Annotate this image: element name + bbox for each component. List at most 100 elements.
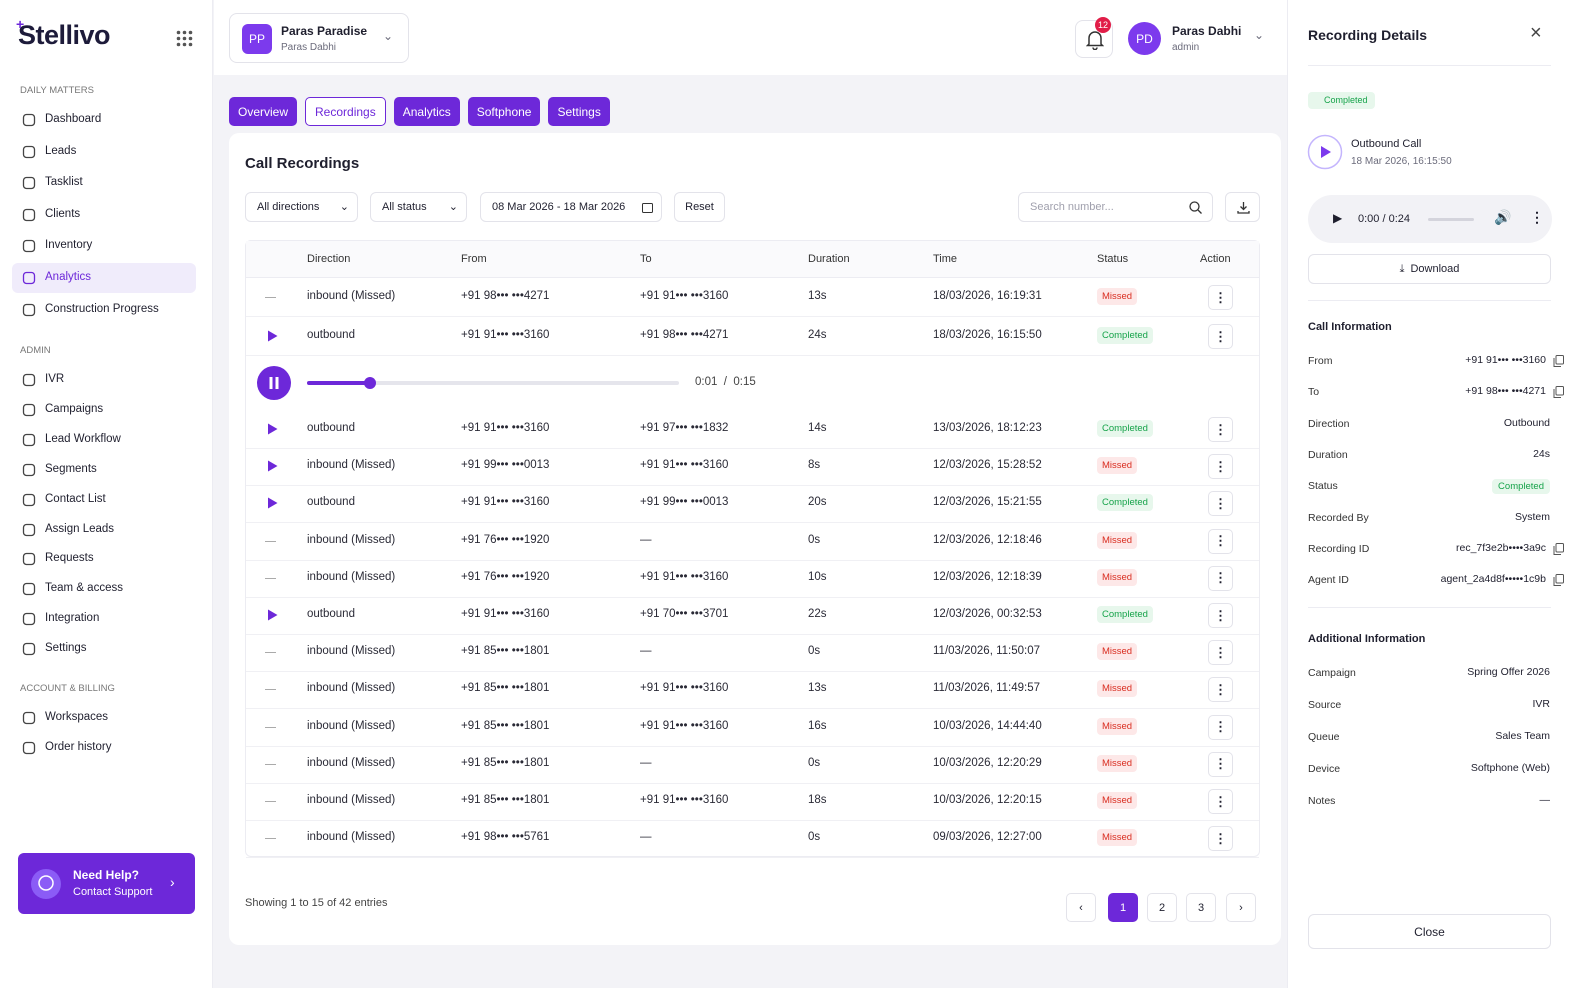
row-divider <box>246 782 1259 784</box>
nav-item[interactable]: Analytics <box>12 263 196 293</box>
tab[interactable]: Recordings <box>305 97 386 126</box>
row-play[interactable] <box>267 423 278 435</box>
tab[interactable]: Softphone <box>467 97 541 126</box>
row-action[interactable]: ⋮ <box>1208 565 1233 591</box>
progress-track[interactable] <box>307 377 679 389</box>
nav-item[interactable]: Workspaces <box>12 703 196 733</box>
field-value: Sales Team <box>1495 730 1550 742</box>
nav-icon-shape <box>22 613 36 626</box>
status-filter[interactable]: All status ⌄ <box>370 192 467 222</box>
search-handle <box>1197 209 1202 214</box>
cell: 0s <box>808 756 821 769</box>
apps-icon[interactable] <box>176 30 193 47</box>
direction-filter[interactable]: All directions ⌄ <box>245 192 358 222</box>
pause-button[interactable] <box>257 366 291 400</box>
help-chevron: › <box>170 874 175 890</box>
copy-icon[interactable] <box>1553 574 1564 587</box>
nav-icon <box>22 113 36 127</box>
nav-item[interactable]: Construction Progress <box>12 295 196 325</box>
nav-item[interactable]: Leads <box>12 137 196 167</box>
row-play[interactable] <box>267 330 278 342</box>
row-play[interactable] <box>267 460 278 472</box>
column-header: Action <box>1200 253 1231 265</box>
nav-icon-wrap <box>22 239 36 256</box>
user-role: admin <box>1172 42 1200 53</box>
row-action[interactable]: ⋮ <box>1208 826 1233 852</box>
nav-item[interactable]: IVR <box>12 365 196 395</box>
export-button[interactable] <box>1225 192 1260 222</box>
field-label: Agent ID <box>1308 574 1349 587</box>
row-action[interactable]: ⋮ <box>1208 751 1233 777</box>
row-action[interactable]: ⋮ <box>1208 714 1233 740</box>
row-action[interactable]: ⋮ <box>1208 789 1233 814</box>
nav-item[interactable]: Team & access <box>12 574 196 604</box>
audio-play[interactable]: ▶ <box>1333 211 1343 225</box>
page-button[interactable]: 1 <box>1108 893 1138 922</box>
row-play[interactable] <box>267 497 278 509</box>
row-action[interactable]: ⋮ <box>1208 603 1233 628</box>
row-play-wrap <box>267 330 278 345</box>
caret: ⌄ <box>339 201 349 213</box>
search-input[interactable]: Search number... <box>1018 192 1213 222</box>
copy-icon[interactable] <box>1553 355 1564 367</box>
download-button[interactable]: ⤓ Download <box>1308 254 1551 284</box>
help-card[interactable]: Need Help? Contact Support › <box>18 853 195 914</box>
audio-track[interactable] <box>1428 218 1474 221</box>
cell: +91 98••• •••4271 <box>640 329 729 341</box>
prev-page[interactable]: ‹ <box>1066 893 1096 922</box>
tab[interactable]: Overview <box>229 97 298 126</box>
row-action[interactable]: ⋮ <box>1208 417 1233 442</box>
user-avatar[interactable]: PD <box>1128 22 1161 55</box>
row-action[interactable]: ⋮ <box>1208 677 1233 703</box>
play-button[interactable] <box>1307 134 1343 170</box>
tab[interactable]: Analytics <box>393 97 460 126</box>
copy-shape <box>1553 577 1561 587</box>
row-action[interactable]: ⋮ <box>1208 491 1233 517</box>
date-filter[interactable]: 08 Mar 2026 - 18 Mar 2026 <box>480 192 662 222</box>
row-action[interactable]: ⋮ <box>1208 285 1233 310</box>
nav-item[interactable]: Inventory <box>12 231 196 261</box>
nav-item[interactable]: Tasklist <box>12 168 196 198</box>
row-divider <box>246 634 1259 635</box>
nav-item[interactable]: Assign Leads <box>12 515 196 545</box>
nav-item[interactable]: Campaigns <box>12 395 196 425</box>
close-button[interactable]: Close <box>1308 914 1551 949</box>
divider <box>1308 300 1551 301</box>
nav-item[interactable]: Requests <box>12 544 196 574</box>
cell: — <box>640 831 652 844</box>
next-page[interactable]: › <box>1226 893 1256 922</box>
nav-item[interactable]: Dashboard <box>12 105 196 135</box>
section-title: ACCOUNT & BILLING <box>20 683 115 694</box>
row-action[interactable]: ⋮ <box>1208 528 1233 554</box>
nav-item[interactable]: Integration <box>12 604 196 634</box>
status-pill: Missed <box>1097 568 1138 586</box>
row-play[interactable] <box>267 609 278 621</box>
nav-item[interactable]: Contact List <box>12 485 196 515</box>
volume-icon[interactable]: 🔊 <box>1494 209 1512 225</box>
nav-label: Analytics <box>45 271 92 283</box>
nav-item[interactable]: Lead Workflow <box>12 425 196 455</box>
audio-menu[interactable]: ⋮ <box>1530 209 1544 225</box>
page-button[interactable]: 2 <box>1147 893 1177 922</box>
row-play-shape <box>268 423 278 435</box>
page-button[interactable]: 3 <box>1186 893 1216 922</box>
notifications-button[interactable]: 12 <box>1075 17 1113 58</box>
nav-item[interactable]: Order history <box>12 733 196 763</box>
row-action[interactable]: ⋮ <box>1208 324 1233 349</box>
user-chevron[interactable]: ⌄ <box>1254 28 1265 42</box>
workspace-switcher[interactable]: PP Paras Paradise Paras Dabhi ⌄ <box>229 13 409 63</box>
nav-item[interactable]: Clients <box>12 200 196 230</box>
nav-icon <box>22 553 36 566</box>
close-icon[interactable]: × <box>1530 22 1542 44</box>
nav-icon-shape <box>22 403 36 417</box>
copy-icon[interactable] <box>1553 542 1564 555</box>
nav-icon <box>22 303 36 316</box>
nav-item[interactable]: Settings <box>12 634 196 664</box>
cell: +91 91••• •••3160 <box>640 290 729 302</box>
row-action[interactable]: ⋮ <box>1208 640 1233 666</box>
copy-icon[interactable] <box>1553 386 1564 399</box>
row-action[interactable]: ⋮ <box>1208 454 1233 480</box>
nav-item[interactable]: Segments <box>12 455 196 485</box>
reset-button[interactable]: Reset <box>674 192 725 222</box>
tab[interactable]: Settings <box>548 97 610 126</box>
